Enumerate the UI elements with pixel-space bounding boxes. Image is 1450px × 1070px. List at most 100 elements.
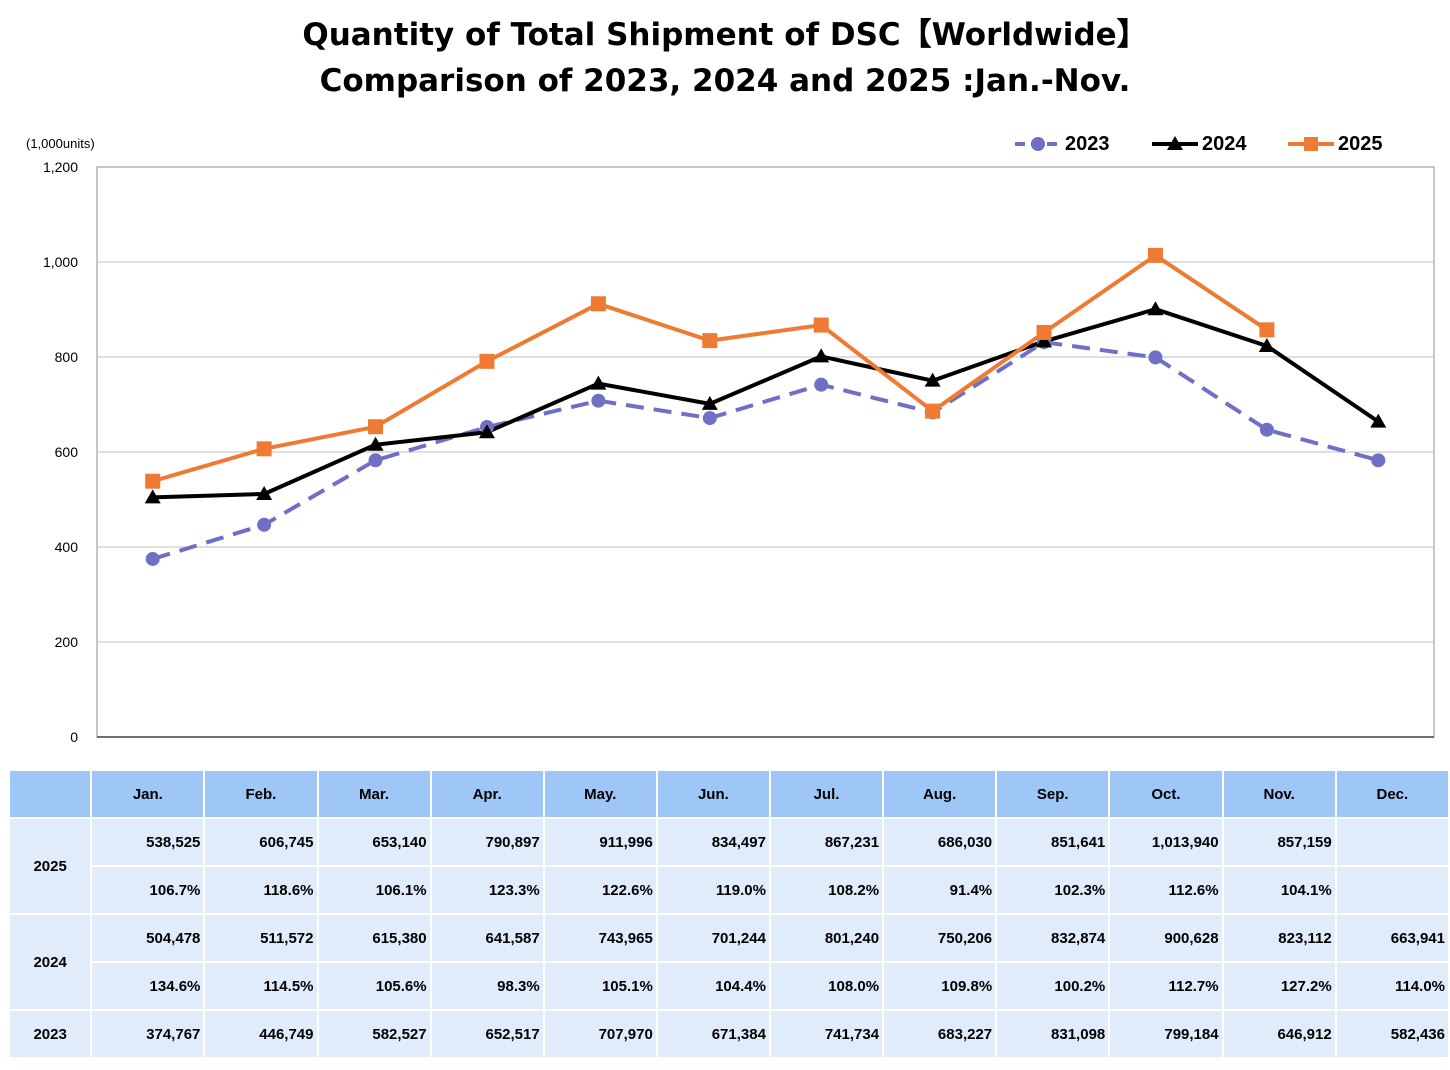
table-cell-quantity: 743,965 [544,915,656,961]
table-cell-quantity: 799,184 [1110,1011,1222,1057]
data-point-2023 [814,377,829,392]
table-cell-ratio: 104.1% [1223,867,1335,913]
data-point-2025 [145,473,161,489]
table-cell-ratio: 134.6% [92,963,204,1009]
data-point-2023 [702,411,717,426]
table-cell-quantity: 683,227 [884,1011,996,1057]
table-header-month: Sep. [997,771,1109,817]
table-cell-ratio: 114.0% [1336,963,1448,1009]
table-cell-ratio: 118.6% [205,867,317,913]
series-line-2024 [152,307,1380,500]
table-header-month: Jun. [657,771,769,817]
table-cell-ratio: 108.0% [770,963,883,1009]
chart-title-line-2: Comparison of 2023, 2024 and 2025 :Jan.-… [319,63,1131,99]
legend-marker-2025 [1288,137,1334,151]
table-cell-quantity: 374,767 [92,1011,204,1057]
table-cell-quantity: 1,013,940 [1110,819,1222,865]
y-tick-label: 0 [70,729,78,745]
table-cell-quantity: 790,897 [431,819,543,865]
table-cell-ratio: 114.5% [205,963,317,1009]
data-point-2025 [813,317,829,333]
y-axis-unit-label: (1,000units) [26,136,95,151]
table-header-month: Feb. [205,771,317,817]
legend-item-2023: 2023 [1013,130,1110,158]
table-cell-ratio: 105.6% [318,963,430,1009]
chart-title-line-1: Quantity of Total Shipment of DSC【Worldw… [302,17,1148,53]
table-header-month: Jul. [770,771,883,817]
table-row-2023-quantity: 2023 374,767 446,749 582,527 652,517 707,970 6… [10,1011,1448,1057]
series-line-2023 [152,340,1379,561]
table-cell-quantity: 701,244 [657,915,769,961]
table-cell-quantity: 606,745 [205,819,317,865]
data-point-2025 [1036,324,1052,340]
data-point-2024 [701,395,718,410]
legend-label-2023: 2023 [1065,132,1110,155]
table-cell-ratio: 105.1% [544,963,656,1009]
table-header-month: Nov. [1223,771,1335,817]
table-header-month: Aug. [884,771,996,817]
table-cell-quantity: 851,641 [997,819,1109,865]
table-cell-quantity: 511,572 [205,915,317,961]
table-header-month: Oct. [1110,771,1222,817]
table-cell-quantity: 446,749 [205,1011,317,1057]
table-header-row: Jan. Feb. Mar. Apr. May. Jun. Jul. Aug. … [10,771,1448,817]
table-cell-quantity [1336,819,1448,865]
table-header-month: Mar. [318,771,430,817]
y-tick-label: 200 [55,634,79,650]
table-cell-quantity: 582,527 [318,1011,430,1057]
data-point-2025 [479,353,495,369]
table-cell-quantity: 834,497 [657,819,769,865]
table-cell-quantity: 867,231 [770,819,883,865]
table-cell-ratio: 112.7% [1110,963,1222,1009]
legend-marker-2024 [1152,136,1198,150]
data-point-2024 [1258,338,1275,353]
table-cell-quantity: 823,112 [1223,915,1335,961]
table-cell-quantity: 900,628 [1110,915,1222,961]
table-cell-ratio: 119.0% [657,867,769,913]
table-cell-quantity: 801,240 [770,915,883,961]
y-tick-label: 1,200 [43,159,78,175]
table-cell-quantity: 652,517 [431,1011,543,1057]
data-point-2023 [368,453,383,468]
table-cell-quantity: 750,206 [884,915,996,961]
table-header-month: May. [544,771,656,817]
data-point-2025 [925,403,941,419]
y-tick-label: 1,000 [43,254,78,270]
data-point-2024 [1147,301,1164,316]
table-cell-quantity: 615,380 [318,915,430,961]
table-row-2025-quantity: 2025 538,525 606,745 653,140 790,897 911,996 8… [10,819,1448,913]
table-cell-ratio: 123.3% [431,867,543,913]
data-point-2024 [813,348,830,363]
line-chart: 0 200 400 600 800 1,000 1,200 [43,159,1435,745]
legend-item-2025: 2025 [1286,130,1383,158]
data-point-2024 [478,424,495,439]
y-tick-label: 400 [55,539,79,555]
data-point-2023 [1148,350,1163,365]
data-point-2025 [1147,247,1163,263]
table-cell-quantity: 646,912 [1223,1011,1335,1057]
table-year-label: 2023 [10,1011,91,1057]
data-point-2023 [1259,422,1274,437]
data-point-2025 [1259,322,1275,338]
table-cell-quantity: 831,098 [997,1011,1109,1057]
table-row-2024-quantity: 2024 504,478 511,572 615,380 641,587 743,965 7… [10,915,1448,1009]
table-header-month: Dec. [1336,771,1448,817]
data-point-2025 [702,333,718,349]
table-cell-quantity: 857,159 [1223,819,1335,865]
data-point-2025 [590,296,606,312]
table-header-corner [10,771,91,817]
table-header-month: Apr. [431,771,543,817]
table-cell-ratio: 127.2% [1223,963,1335,1009]
table-cell-quantity: 582,436 [1336,1011,1448,1057]
table-header-month: Jan. [92,771,204,817]
table-cell-quantity: 741,734 [770,1011,883,1057]
table-cell-ratio: 109.8% [884,963,996,1009]
table-cell-ratio: 104.4% [657,963,769,1009]
table-cell-quantity: 641,587 [431,915,543,961]
legend-marker-2023 [1015,137,1061,151]
data-point-2024 [1036,333,1053,348]
data-point-2025 [256,441,272,457]
table-cell-quantity: 671,384 [657,1011,769,1057]
legend-label-2024: 2024 [1202,132,1247,155]
data-point-2024 [144,489,161,504]
